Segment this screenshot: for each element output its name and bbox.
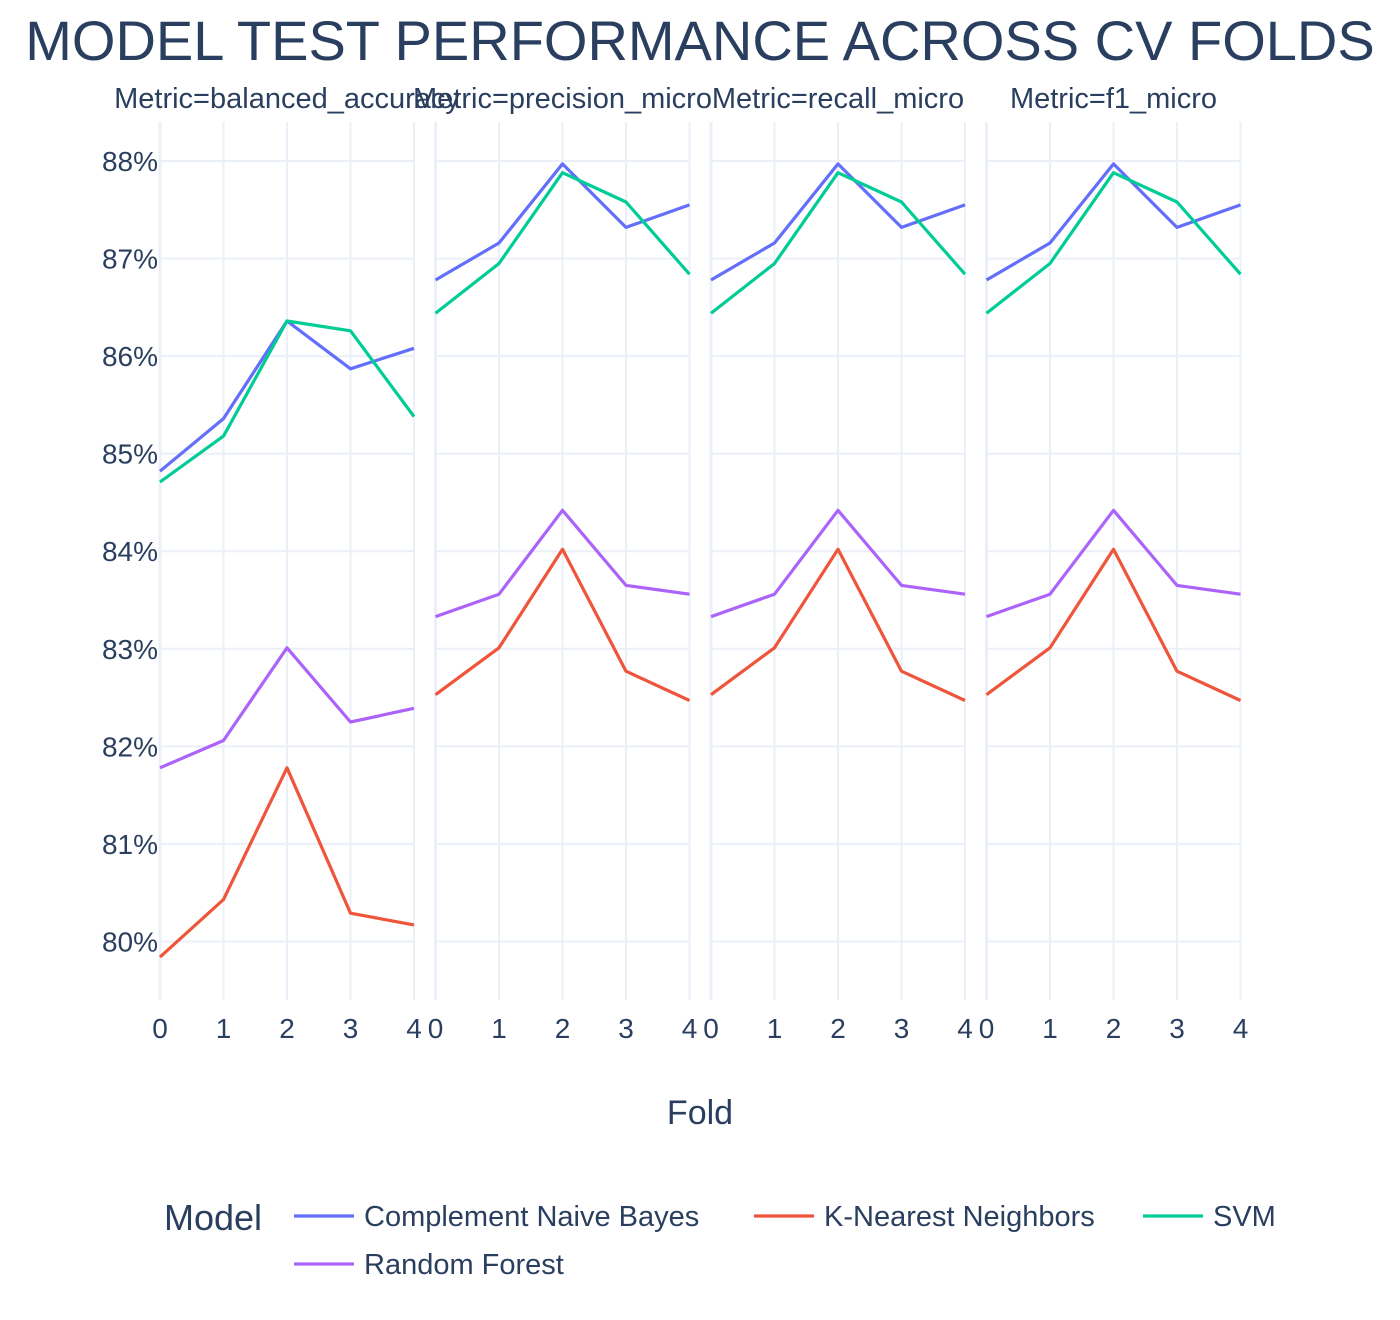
x-tick-label: 0 [428,1013,444,1044]
chart-title: MODEL TEST PERFORMANCE ACROSS CV FOLDS [25,9,1374,72]
legend-label: SVM [1213,1201,1276,1233]
x-tick-label: 1 [491,1013,507,1044]
panel-title: Metric=recall_micro [712,83,964,115]
y-tick-label: 88% [102,146,158,177]
x-tick-label: 0 [703,1013,719,1044]
legend-label: Complement Naive Bayes [364,1201,699,1233]
y-tick-label: 80% [102,926,158,957]
legend-label: K-Nearest Neighbors [824,1201,1095,1233]
x-tick-label: 0 [152,1013,168,1044]
x-axis-title: Fold [667,1094,733,1132]
legend-item-complement-naive-bayes[interactable]: Complement Naive Bayes [294,1201,699,1233]
panel-metric-precision-micro: Metric=precision_micro 0 1 2 3 4 [413,83,712,1044]
series-line-random-forest [985,508,1241,619]
y-tick-label: 83% [102,634,158,665]
series-line-random-forest [710,508,966,619]
x-tick-label: 4 [406,1013,422,1044]
legend-label: Random Forest [364,1249,564,1281]
legend-item-svm[interactable]: SVM [1143,1201,1276,1233]
x-tick-label: 2 [1106,1013,1122,1044]
series-line-random-forest [434,508,690,619]
y-tick-label: 85% [102,439,158,470]
x-tick-label: 2 [279,1013,295,1044]
series-line-svm [434,171,691,315]
panel-metric-balanced-accuracy: Metric=balanced_accuracy 0 1 2 3 4 [114,83,460,1044]
series-line-k-nearest-neighbors [710,547,966,702]
x-tick-label: 1 [1042,1013,1058,1044]
x-tick-label: 3 [618,1013,634,1044]
y-tick-label: 84% [102,536,158,567]
panel-metric-recall-micro: Metric=recall_micro 0 1 2 3 4 [703,83,973,1044]
panel-metric-f1-micro: Metric=f1_micro 0 1 2 3 4 [979,83,1249,1044]
y-tick-label: 82% [102,731,158,762]
x-tick-label: 2 [555,1013,571,1044]
series-line-complement-naive-bayes [710,162,966,282]
series-line-svm [159,319,416,484]
x-tick-label: 3 [894,1013,910,1044]
y-tick-label: 81% [102,829,158,860]
legend: Model Complement Naive Bayes K-Nearest Ne… [164,1197,1276,1281]
x-tick-label: 0 [979,1013,995,1044]
series-line-svm [710,171,967,315]
series-line-k-nearest-neighbors [985,547,1242,702]
panel-title: Metric=precision_micro [413,83,712,115]
legend-item-random-forest[interactable]: Random Forest [294,1249,564,1281]
x-tick-label: 3 [343,1013,359,1044]
legend-title: Model [164,1197,262,1238]
series-line-k-nearest-neighbors [158,766,415,959]
series-line-random-forest [159,646,415,770]
x-tick-label: 1 [767,1013,783,1044]
x-tick-label: 4 [957,1013,973,1044]
x-tick-label: 3 [1169,1013,1185,1044]
y-axis-ticks: 80% 81% 82% 83% 84% 85% 86% 87% 88% [102,146,158,957]
series-line-k-nearest-neighbors [434,547,691,702]
x-tick-label: 4 [1233,1013,1249,1044]
legend-item-k-nearest-neighbors[interactable]: K-Nearest Neighbors [754,1201,1095,1233]
panel-title: Metric=f1_micro [1010,83,1217,115]
y-tick-label: 86% [102,341,158,372]
x-tick-label: 1 [216,1013,232,1044]
series-line-complement-naive-bayes [434,162,691,282]
panel-title: Metric=balanced_accuracy [114,83,460,115]
series-line-complement-naive-bayes [985,162,1242,282]
x-tick-label: 2 [830,1013,846,1044]
x-tick-label: 4 [682,1013,698,1044]
y-tick-label: 87% [102,244,158,275]
series-line-svm [985,171,1242,315]
